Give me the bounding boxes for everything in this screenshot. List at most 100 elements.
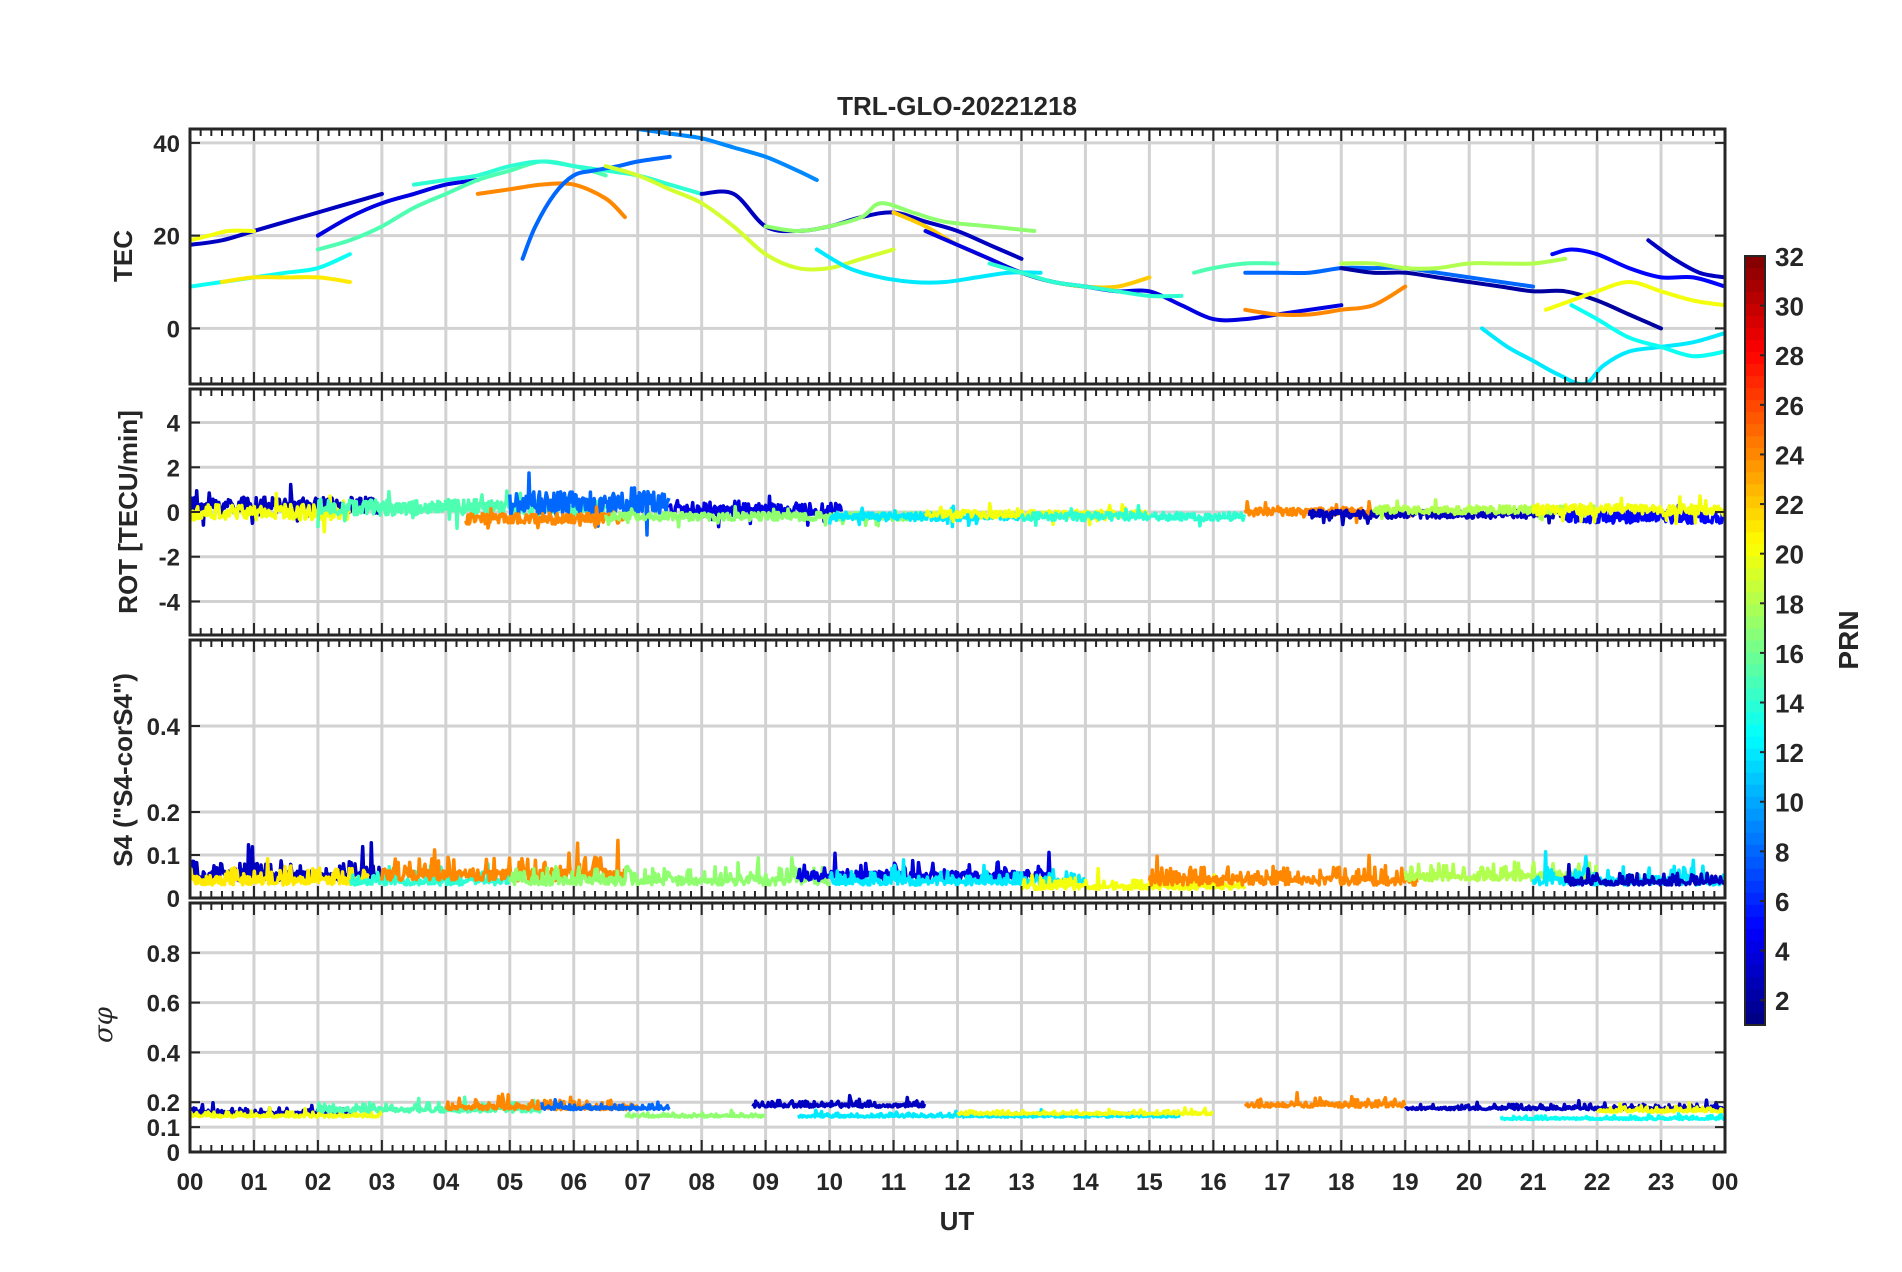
series-line-prn-8	[540, 1098, 671, 1112]
colorbar-tick-label: 16	[1775, 639, 1804, 669]
x-tick-label: 04	[432, 1169, 459, 1196]
sigma-series	[190, 1090, 1725, 1122]
colorbar-tick-label: 26	[1775, 391, 1804, 421]
colorbar-segment	[1745, 268, 1765, 281]
colorbar-segment	[1745, 580, 1765, 594]
series-line-prn-8	[1243, 265, 1536, 289]
x-tick-label: 07	[624, 1169, 651, 1196]
colorbar-segment	[1745, 436, 1765, 449]
y-tick-label: 0.6	[147, 991, 180, 1018]
colorbar-segment	[1745, 952, 1765, 966]
colorbar-segment	[1745, 388, 1765, 401]
series-line-prn-13	[1499, 1111, 1725, 1122]
x-tick-label: 10	[816, 1169, 843, 1196]
y-tick-label: -4	[159, 589, 181, 616]
series-line-prn-3	[1646, 238, 1725, 280]
series-line-prn-12	[814, 247, 1043, 285]
x-tick-label: 21	[1520, 1169, 1547, 1196]
series-line-prn-24	[1243, 1090, 1407, 1109]
series-line-prn-24	[463, 505, 626, 530]
x-tick-label: 12	[944, 1169, 971, 1196]
colorbar-segment	[1745, 640, 1765, 654]
y-tick-label: 0.2	[147, 1090, 180, 1117]
x-tick-label: 02	[305, 1169, 332, 1196]
series-line-prn-20	[1543, 280, 1725, 312]
colorbar-segment	[1745, 892, 1765, 906]
series-line-prn-14	[1019, 504, 1247, 528]
colorbar-tick-label: 2	[1775, 986, 1789, 1016]
series-line-prn-2	[1339, 266, 1663, 331]
series-line-prn-18	[1339, 256, 1568, 271]
tec-grid	[190, 129, 1725, 384]
series-line-prn-3	[190, 191, 384, 247]
series-line-prn-20	[1596, 1101, 1725, 1114]
colorbar-segment	[1745, 544, 1765, 557]
series-line-prn-20	[190, 228, 256, 243]
sigma-frame	[188, 901, 1727, 1154]
x-tick-label: 06	[560, 1169, 587, 1196]
sigma-y-ticks: 00.10.2 0.4 0.6 0.8	[147, 941, 181, 1167]
colorbar-segment	[1745, 808, 1765, 822]
colorbar-segment	[1745, 556, 1765, 570]
series-line-prn-8	[508, 471, 671, 537]
x-tick-label: 01	[241, 1169, 268, 1196]
series-line-prn-20	[190, 1106, 383, 1119]
x-tick-label: 16	[1200, 1169, 1227, 1196]
s4-y-ticks: 0 0.1 0.2 0.4	[147, 714, 181, 913]
colorbar-segment	[1745, 712, 1765, 726]
y-tick-label: 20	[153, 224, 180, 251]
colorbar-tick-label: 30	[1775, 292, 1804, 322]
colorbar-segment	[1745, 400, 1765, 413]
rot-y-ticks: -4 -2 0 2 4	[159, 411, 181, 617]
colorbar-segment	[1745, 772, 1765, 786]
colorbar-tick-label: 20	[1775, 540, 1804, 570]
colorbar-segment	[1745, 364, 1765, 377]
x-tick-label: 00	[1712, 1169, 1739, 1196]
x-tick-label: 05	[496, 1169, 523, 1196]
colorbar-segment	[1745, 988, 1765, 1002]
y-tick-label: 40	[153, 131, 180, 158]
s4-grid	[190, 640, 1725, 900]
series-line-prn-14	[411, 159, 704, 196]
series-line-prn-21	[220, 275, 352, 284]
x-tick-label: 11	[881, 1169, 906, 1196]
colorbar-segment	[1745, 352, 1765, 365]
x-tick-label: 00	[177, 1169, 204, 1196]
x-tick-label: 18	[1328, 1169, 1355, 1196]
colorbar-tick-label: 4	[1775, 937, 1790, 967]
colorbar-tick-label: 6	[1775, 887, 1789, 917]
colorbar-tick-label: 8	[1775, 837, 1789, 867]
series-line-prn-13	[1569, 303, 1725, 359]
colorbar-segment	[1745, 304, 1765, 317]
colorbar-segment	[1745, 964, 1765, 978]
colorbar-tick-label: 12	[1775, 738, 1804, 768]
colorbar-segment	[1745, 736, 1765, 750]
colorbar-segment	[1745, 460, 1765, 473]
colorbar-segment	[1745, 520, 1765, 533]
s4-series	[190, 838, 1725, 892]
colorbar-label: PRN	[1833, 610, 1864, 669]
series-line-prn-8	[520, 154, 672, 261]
colorbar-segment	[1745, 604, 1765, 618]
series-line-prn-4	[668, 494, 844, 529]
colorbar-segment	[1745, 832, 1765, 846]
colorbar-segment	[1745, 592, 1765, 606]
colorbar-segment	[1745, 376, 1765, 389]
y-tick-label: 0.4	[147, 714, 181, 741]
colorbar-segment	[1745, 292, 1765, 305]
colorbar-tick-label: 32	[1775, 242, 1804, 272]
colorbar-segment	[1745, 820, 1765, 834]
rot-panel: -4 -2 0 2 4 ROT [TECU/min]	[113, 387, 1727, 637]
colorbar-segment	[1745, 784, 1765, 798]
colorbar-tick-label: 14	[1775, 689, 1804, 719]
x-axis: 00 01 02 03 04 05 06 07 08 09 10 11 12 13 14 15 16 17 18 19…	[177, 1169, 1739, 1196]
colorbar-segment	[1745, 664, 1765, 678]
colorbar-segment	[1745, 652, 1765, 666]
series-line-prn-3	[1307, 505, 1566, 527]
colorbar-segment	[1745, 760, 1765, 774]
y-tick-label: 4	[167, 411, 181, 438]
colorbar-segment	[1745, 280, 1765, 293]
colorbar-tick-label: 18	[1775, 589, 1804, 619]
series-line-prn-9	[635, 129, 819, 182]
